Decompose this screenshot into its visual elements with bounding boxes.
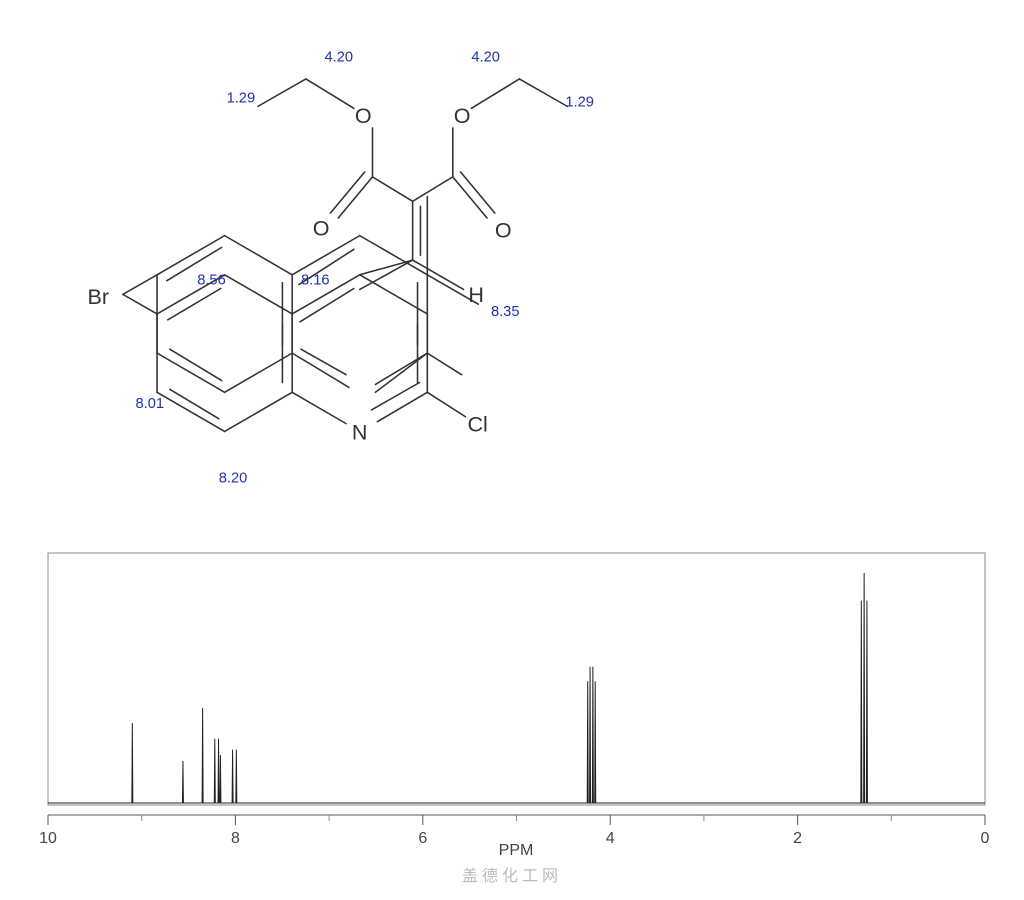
svg-text:6: 6 [418,830,427,847]
atom-br: Br [88,285,110,309]
shift-och2-l: 4.20 [325,49,354,65]
nmr-spectrum: 0 2 4 6 8 10 PPM [30,540,1000,870]
structure-svg: Br O O O O H N Cl 4.20 1.29 4.20 1.29 8.… [75,30,715,500]
shift-vinyl: 8.35 [491,304,520,320]
atom-o2: O [355,104,372,128]
atom-h: H [468,283,484,307]
shift-h8: 8.20 [219,470,248,486]
shift-h5: 8.56 [197,273,226,289]
svg-text:0: 0 [981,830,990,847]
spectrum-trace [48,573,985,803]
svg-text:8: 8 [231,830,240,847]
svg-text:2: 2 [793,830,802,847]
atom-cl: Cl [467,412,487,436]
atom-n: N [352,420,368,444]
shift-h7: 8.01 [136,396,165,412]
shift-ch3-r: 1.29 [565,94,594,110]
atom-o3: O [454,104,471,128]
svg-text:4: 4 [606,830,615,847]
axis-minor-ticks [142,815,892,821]
shift-h4: 8.16 [301,273,330,289]
spectrum-frame [48,553,985,805]
atom-labels: Br O O O O H N Cl [88,104,512,444]
atom-o4: O [495,219,512,243]
shift-och2-r: 4.20 [471,49,500,65]
svg-text:10: 10 [39,830,57,847]
atom-o1: O [313,217,330,241]
spectrum-svg: 0 2 4 6 8 10 PPM [30,540,1000,870]
chemical-structure: Br O O O O H N Cl 4.20 1.29 4.20 1.29 8.… [75,30,715,500]
axis-label: PPM [499,842,534,859]
shift-ch3-l: 1.29 [227,90,256,106]
